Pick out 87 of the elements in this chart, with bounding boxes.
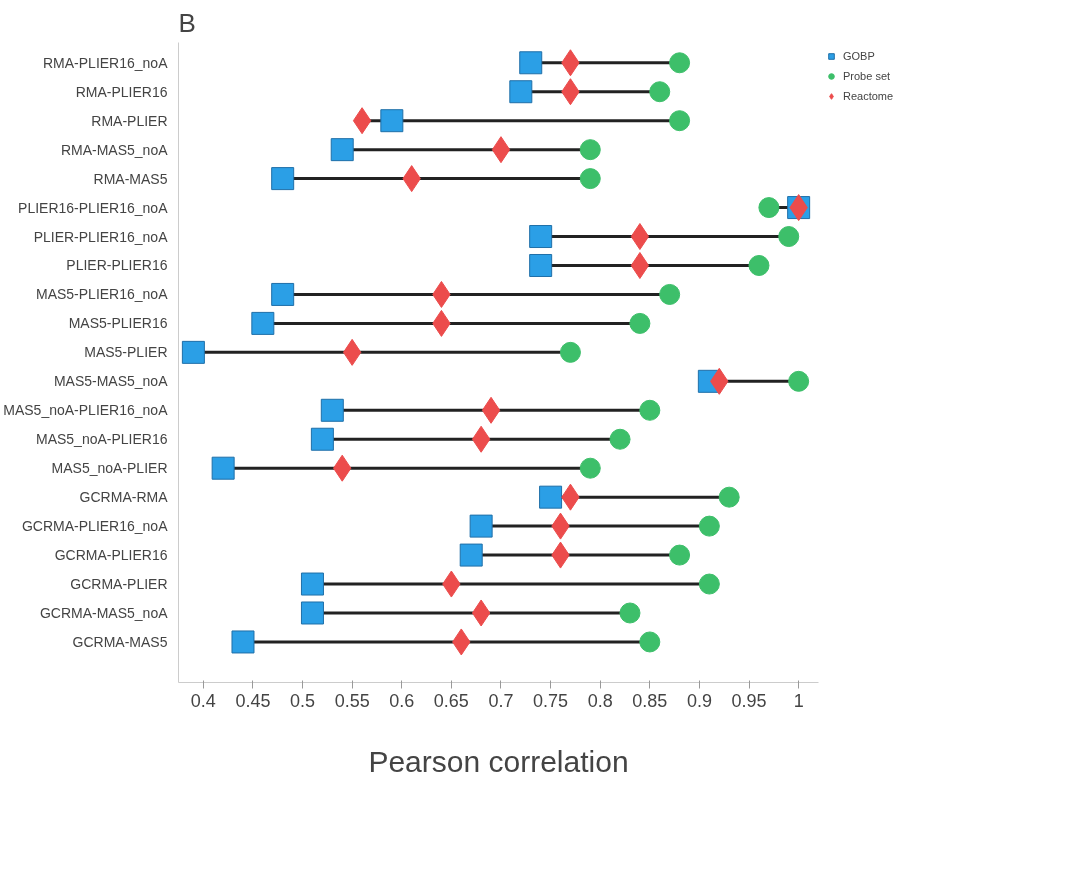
x-tick-label: 0.45 (235, 690, 271, 711)
x-tick-label: 0.7 (488, 690, 514, 711)
y-tick-label: GCRMA-MAS5_noA (39, 605, 169, 621)
x-tick-label: 0.4 (190, 690, 216, 711)
chart-title: B (178, 7, 196, 38)
point (539, 485, 563, 509)
point (509, 80, 533, 104)
point (698, 573, 720, 595)
point (630, 251, 650, 279)
point (619, 602, 641, 624)
point (649, 81, 671, 103)
point (471, 599, 491, 627)
y-tick-label: RMA-MAS5 (93, 170, 168, 187)
x-tick-label: 0.6 (389, 690, 415, 711)
y-tick-label: RMA-MAS5_noA (60, 141, 169, 158)
point (579, 168, 601, 190)
y-tick-label: RMA-PLIER (91, 112, 168, 129)
y-tick-label: PLIER-PLIER16_noA (33, 228, 169, 245)
point (271, 282, 295, 306)
x-axis-title: Pearson correlation (368, 744, 629, 778)
point (559, 341, 581, 363)
point (788, 370, 810, 392)
x-tick-label: 1 (793, 690, 804, 711)
point (758, 197, 780, 219)
y-tick-label: RMA-PLIER16_noA (43, 54, 169, 71)
point (491, 136, 511, 164)
x-tick-label: 0.85 (632, 690, 668, 711)
y-tick-label: GCRMA-MAS5 (72, 633, 168, 650)
point (481, 396, 501, 424)
point (310, 427, 334, 451)
y-tick-label: GCRMA-PLIER (70, 576, 168, 593)
y-tick-label: PLIER16-PLIER16_noA (18, 199, 169, 216)
point (342, 338, 362, 366)
x-tick-label: 0.8 (587, 690, 613, 711)
x-tick-label: 0.9 (686, 690, 712, 711)
point (778, 226, 800, 248)
y-tick-label: GCRMA-PLIER16_noA (22, 518, 169, 535)
x-tick-label: 0.65 (433, 690, 469, 711)
x-tick-label: 0.95 (731, 690, 767, 711)
point (669, 52, 691, 74)
point (469, 514, 493, 538)
x-tick-label: 0.75 (533, 690, 569, 711)
point (748, 255, 770, 276)
legend-label: Probe set (843, 69, 891, 84)
point (330, 138, 354, 162)
y-tick-label: GCRMA-PLIER16 (54, 547, 168, 564)
point (352, 107, 372, 135)
legend-label: Reactome (843, 89, 894, 104)
point (471, 425, 491, 453)
point (698, 515, 720, 537)
x-tick-label: 0.55 (334, 690, 370, 711)
point (181, 340, 205, 364)
point (300, 572, 324, 596)
y-tick-label: MAS5_noA-PLIER16 (35, 431, 168, 448)
point (579, 457, 601, 479)
point (630, 223, 650, 251)
point (320, 398, 344, 422)
point (609, 428, 631, 450)
y-tick-label: MAS5-PLIER16 (68, 315, 168, 332)
point (271, 167, 295, 191)
legend-label: GOBP (843, 49, 875, 64)
y-tick-label: RMA-PLIER16 (75, 83, 168, 100)
point (251, 311, 275, 335)
y-tick-label: GCRMA-RMA (79, 489, 169, 506)
point (529, 253, 553, 277)
point (639, 399, 661, 421)
point (669, 110, 691, 132)
y-tick-label: MAS5-MAS5_noA (53, 373, 169, 390)
x-tick-label: 0.5 (290, 690, 316, 711)
point (231, 630, 255, 654)
point (659, 283, 681, 305)
point (380, 109, 404, 133)
point (579, 139, 601, 161)
y-tick-label: MAS5-PLIER (84, 344, 168, 361)
y-tick-label: MAS5_noA-PLIER (51, 460, 168, 477)
point (459, 543, 483, 567)
point (211, 456, 235, 480)
point (519, 51, 543, 75)
point (639, 631, 661, 653)
y-tick-label: MAS5-PLIER16_noA (35, 286, 169, 303)
y-tick-label: PLIER-PLIER16 (66, 257, 168, 274)
point (718, 486, 740, 508)
y-tick-label: MAS5_noA-PLIER16_noA (3, 402, 169, 419)
point (629, 312, 651, 334)
point (300, 601, 324, 625)
point (669, 544, 691, 566)
point (529, 225, 553, 249)
